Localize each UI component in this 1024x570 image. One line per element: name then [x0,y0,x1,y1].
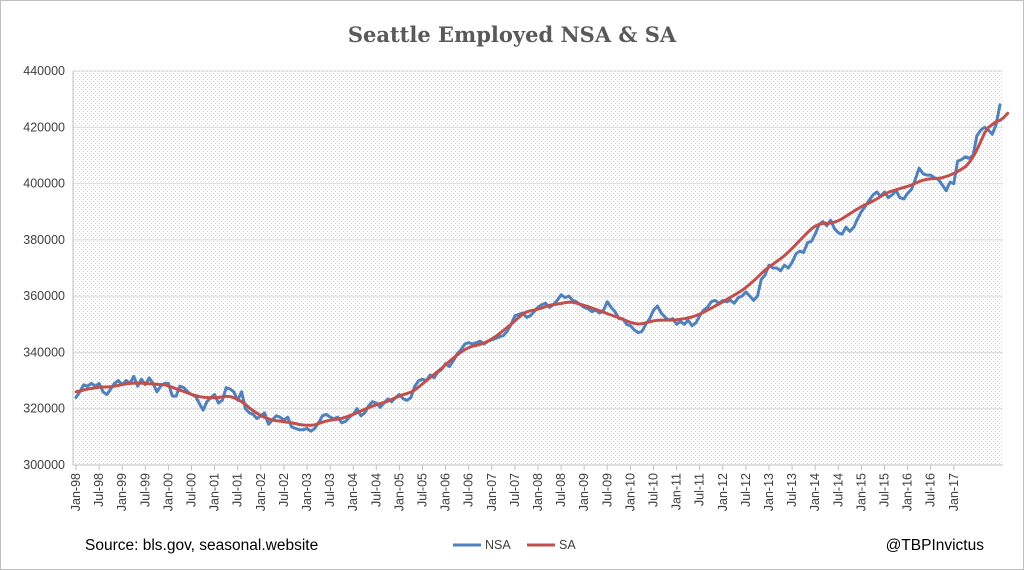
source-note: Source: bls.gov, seasonal.website [85,537,318,554]
x-tick-label: Jan-98 [69,473,83,511]
x-axis-ticks: Jan-98 Jul-98 Jan-99 Jul-99 Jan-00 Jul-00 Jan-… [69,465,961,511]
y-tick-label: 320000 [23,402,65,416]
x-tick-label: Jan-16 [901,473,915,511]
y-tick-label: 420000 [23,120,65,134]
x-tick-label: Jan-11 [670,473,684,510]
x-tick-label: Jan-08 [531,473,545,511]
gridlines [73,70,1003,410]
x-tick-label: Jan-02 [254,473,268,511]
x-tick-label: Jul-98 [92,473,106,507]
y-tick-label: 360000 [23,289,65,303]
x-tick-label: Jul-11 [693,473,707,506]
chart-title: Seattle Employed NSA & SA [348,22,677,47]
x-tick-label: Jul-08 [554,473,568,507]
x-tick-label: Jan-00 [161,473,175,511]
x-tick-label: Jan-17 [947,473,961,511]
x-tick-label: Jan-01 [208,473,222,511]
legend-label-nsa: NSA [485,538,511,552]
x-tick-label: Jul-13 [785,473,799,507]
axes [72,71,1003,466]
x-tick-label: Jul-05 [416,473,430,507]
y-axis-ticks: 300000 320000 340000 360000 380000 400000 4200… [23,64,65,472]
series-line-nsa [74,103,1002,433]
series-lines [74,103,1010,433]
x-tick-label: Jan-14 [808,473,822,511]
x-tick-label: Jan-12 [716,473,730,511]
x-tick-label: Jul-04 [369,473,383,507]
x-tick-label: Jan-05 [392,473,406,511]
x-tick-label: Jan-09 [577,473,591,511]
y-tick-label: 300000 [23,458,65,472]
x-tick-label: Jan-06 [439,473,453,511]
y-tick-label: 380000 [23,233,65,247]
x-tick-label: Jan-13 [762,473,776,511]
x-tick-label: Jan-99 [115,473,129,511]
x-tick-label: Jul-09 [600,473,614,507]
x-tick-label: Jul-99 [138,473,152,507]
x-tick-label: Jul-16 [924,473,938,507]
y-tick-label: 440000 [23,64,65,78]
x-tick-label: Jul-06 [462,473,476,507]
x-tick-label: Jan-03 [300,473,314,511]
x-tick-label: Jan-04 [346,473,360,511]
x-tick-label: Jul-03 [323,473,337,507]
author-handle: @TBPInvictus [886,537,985,554]
x-tick-label: Jul-01 [231,473,245,507]
x-tick-label: Jul-00 [185,473,199,507]
x-tick-label: Jul-12 [739,473,753,507]
x-tick-label: Jul-02 [277,473,291,507]
x-tick-label: Jul-14 [831,473,845,507]
legend-label-sa: SA [559,538,576,552]
x-tick-label: Jan-10 [623,473,637,511]
series-line-sa [74,111,1010,427]
y-tick-label: 340000 [23,345,65,359]
x-tick-label: Jul-07 [508,473,522,507]
x-tick-label: Jan-15 [854,473,868,511]
legend: NSA SA [453,538,576,552]
x-tick-label: Jul-10 [647,473,661,507]
x-tick-label: Jan-07 [485,473,499,511]
plot-area [73,71,1003,465]
x-tick-label: Jul-15 [878,473,892,507]
y-tick-label: 400000 [23,177,65,191]
